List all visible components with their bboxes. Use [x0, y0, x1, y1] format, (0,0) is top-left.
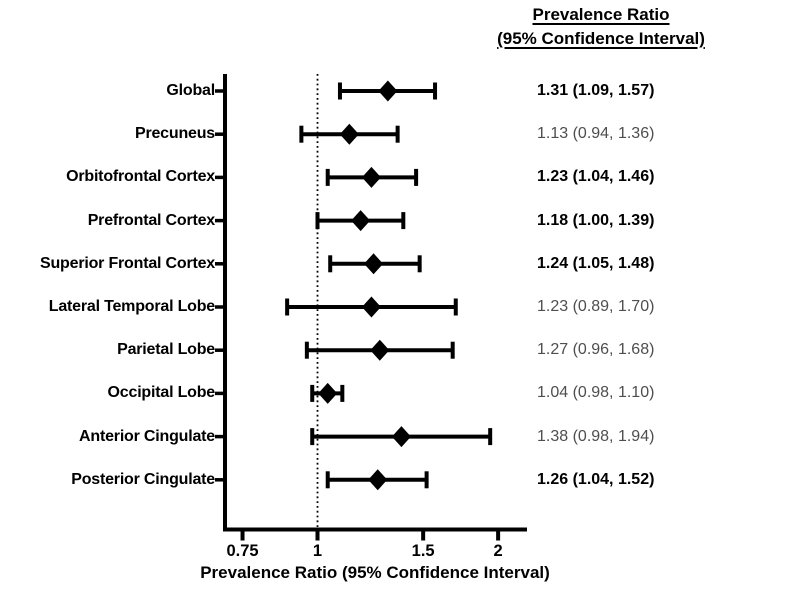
region-label: Lateral Temporal Lobe: [48, 298, 215, 315]
estimate-value: 1.23 (0.89, 1.70): [537, 298, 655, 315]
estimate-value: 1.04 (0.98, 1.10): [537, 384, 655, 402]
x-axis-tick-label: 0.75: [226, 542, 258, 560]
region-label: Precuneus: [134, 125, 215, 143]
estimate-value: 1.26 (1.04, 1.52): [537, 470, 655, 488]
column-header-line2: (95% Confidence Interval): [497, 29, 705, 48]
estimate-value: 1.31 (1.09, 1.57): [537, 82, 655, 99]
region-label: Occipital Lobe: [107, 384, 216, 402]
point-estimate-diamond: [391, 426, 411, 448]
prevalence-ratio-column-header: Prevalence Ratio (95% Confidence Interva…: [470, 3, 732, 51]
point-estimate-diamond: [318, 382, 338, 404]
column-header-line1: Prevalence Ratio: [532, 5, 670, 24]
region-label: Global: [166, 82, 215, 99]
estimate-value: 1.24 (1.05, 1.48): [537, 254, 655, 272]
estimate-value: 1.27 (0.96, 1.68): [537, 341, 655, 359]
point-estimate-diamond: [370, 339, 390, 361]
region-label: Superior Frontal Cortex: [40, 254, 215, 272]
x-axis-tick-label: 2: [494, 542, 503, 560]
estimate-value: 1.38 (0.98, 1.94): [537, 427, 655, 445]
point-estimate-diamond: [368, 469, 388, 491]
x-axis-tick-label: 1.5: [412, 542, 435, 560]
point-estimate-diamond: [378, 80, 398, 102]
point-estimate-diamond: [361, 296, 381, 318]
estimate-value: 1.23 (1.04, 1.46): [537, 168, 655, 186]
region-label: Orbitofrontal Cortex: [66, 168, 215, 186]
estimate-value: 1.13 (0.94, 1.36): [537, 125, 655, 143]
region-label: Prefrontal Cortex: [87, 211, 215, 229]
region-label: Parietal Lobe: [117, 341, 215, 359]
x-axis-title: Prevalence Ratio (95% Confidence Interva…: [200, 563, 550, 582]
point-estimate-diamond: [361, 166, 381, 188]
x-axis-tick-label: 1: [313, 542, 322, 560]
point-estimate-diamond: [339, 123, 359, 145]
region-label: Posterior Cingulate: [71, 470, 215, 488]
point-estimate-diamond: [364, 253, 384, 275]
estimate-value: 1.18 (1.00, 1.39): [537, 211, 655, 229]
point-estimate-diamond: [351, 210, 371, 232]
region-label: Anterior Cingulate: [79, 427, 215, 445]
